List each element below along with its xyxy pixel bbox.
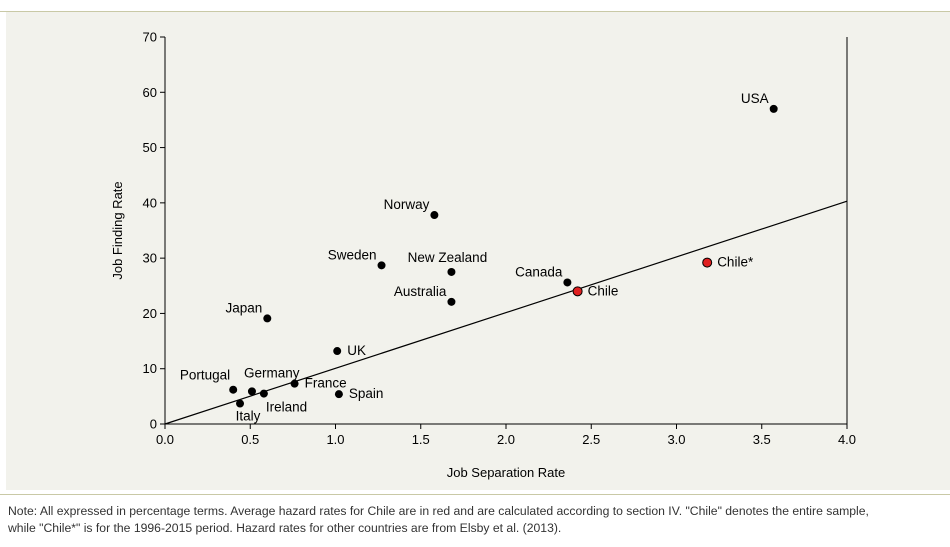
y-tick-label: 50	[143, 140, 157, 155]
note-line-2: while "Chile*" is for the 1996-2015 peri…	[8, 521, 562, 535]
x-tick-label: 0.0	[156, 432, 174, 447]
data-point	[447, 297, 456, 306]
points-group: USA Norway Sweden New Zealand Canada Australi…	[180, 91, 778, 424]
data-point	[263, 314, 272, 323]
axes: 0.0 0.5 1.0 1.5 2.0 2.5 3.0 3.5 4.0 0 10 20 30 40 50 60…	[143, 30, 857, 448]
x-tick-label: 0.5	[241, 432, 259, 447]
chart-note: Note: All expressed in percentage terms.…	[8, 503, 950, 537]
data-point	[377, 261, 386, 270]
x-tick-label: 4.0	[838, 432, 856, 447]
x-tick-label: 3.5	[753, 432, 771, 447]
y-tick-label: 20	[143, 306, 157, 321]
data-point	[333, 347, 342, 356]
y-tick-label: 70	[143, 30, 157, 45]
data-point	[702, 257, 713, 268]
data-point	[563, 278, 572, 287]
point-label: France	[305, 376, 347, 391]
point-label: USA	[741, 91, 769, 106]
scatter-chart: 0.0 0.5 1.0 1.5 2.0 2.5 3.0 3.5 4.0 0 10 20 30 40 50 60…	[110, 30, 857, 481]
x-tick-label: 2.0	[497, 432, 515, 447]
fit-line-group	[164, 200, 848, 425]
data-point	[247, 387, 256, 396]
point-label: Ireland	[266, 400, 307, 415]
point-label: UK	[347, 343, 366, 358]
point-label: Sweden	[328, 247, 377, 262]
data-point	[430, 211, 439, 220]
point-label: Canada	[515, 264, 563, 279]
point-label: Spain	[349, 386, 384, 401]
data-point	[769, 104, 778, 113]
note-line-1: Note: All expressed in percentage terms.…	[8, 504, 869, 518]
data-point	[229, 385, 238, 394]
x-axis-title: Job Separation Rate	[447, 465, 566, 480]
x-tick-label: 1.0	[326, 432, 344, 447]
point-label: Germany	[244, 365, 300, 380]
data-point	[290, 379, 299, 388]
y-tick-label: 10	[143, 361, 157, 376]
point-label: Italy	[236, 409, 261, 424]
x-tick-label: 3.0	[667, 432, 685, 447]
point-label: Japan	[226, 300, 263, 315]
fit-line	[164, 200, 848, 425]
point-label: Portugal	[180, 368, 230, 383]
point-label: New Zealand	[408, 250, 488, 265]
y-tick-label: 0	[150, 417, 157, 432]
data-point	[447, 267, 456, 276]
point-label: Norway	[384, 197, 430, 212]
chart-panel	[6, 12, 950, 490]
y-tick-label: 40	[143, 195, 157, 210]
x-tick-label: 2.5	[582, 432, 600, 447]
bottom-rule	[0, 494, 950, 495]
data-point	[236, 399, 245, 408]
point-label: Chile*	[717, 255, 754, 270]
data-point	[259, 389, 268, 398]
data-point	[334, 390, 343, 399]
point-label: Australia	[394, 284, 447, 299]
x-tick-label: 1.5	[412, 432, 430, 447]
data-point	[572, 286, 583, 297]
y-tick-label: 30	[143, 251, 157, 266]
y-axis-title: Job Finding Rate	[110, 181, 125, 279]
top-rule	[0, 0, 950, 12]
point-label: Chile	[588, 283, 619, 298]
y-tick-label: 60	[143, 85, 157, 100]
